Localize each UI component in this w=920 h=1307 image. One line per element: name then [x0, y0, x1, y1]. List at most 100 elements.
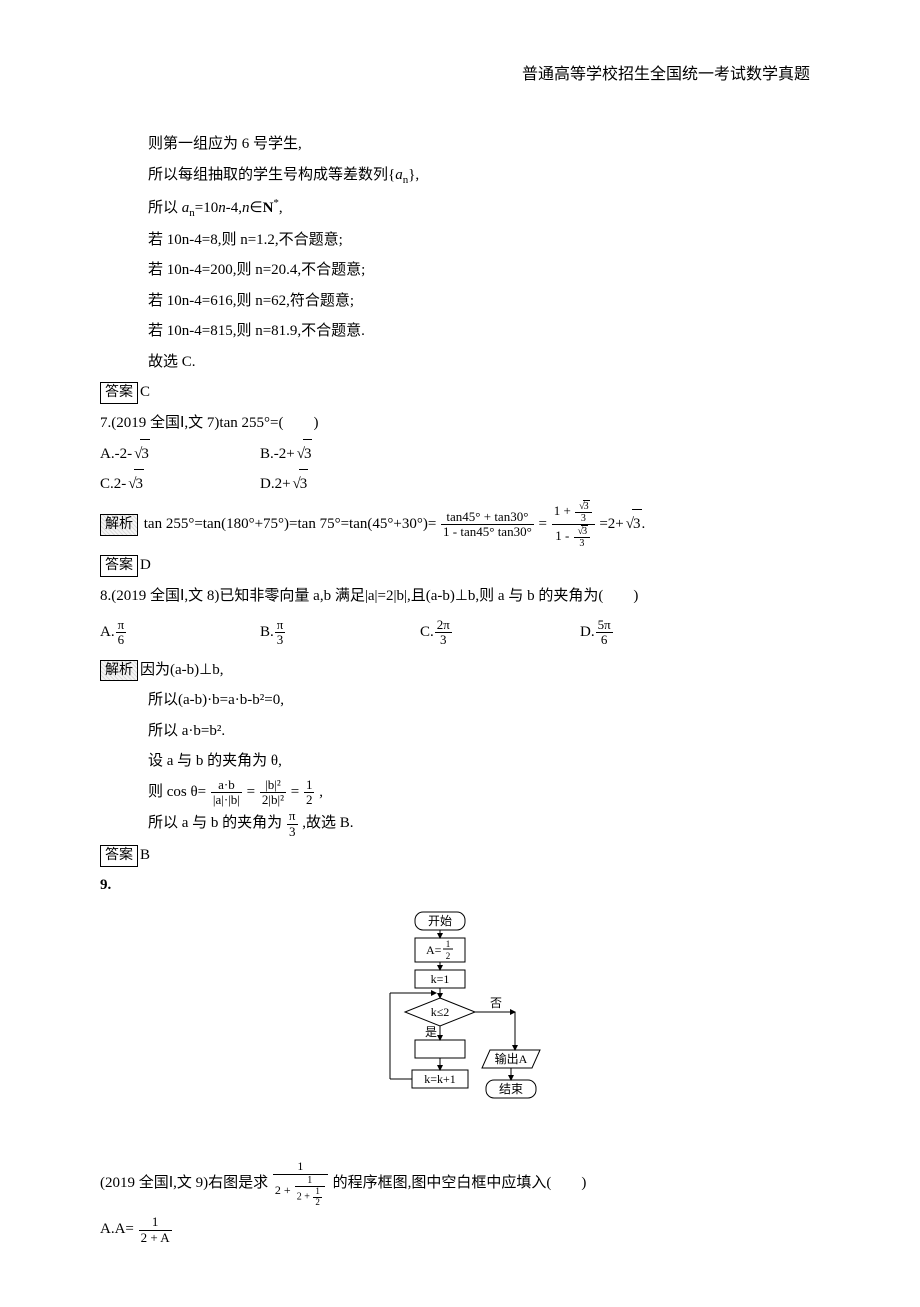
text: , [279, 200, 283, 216]
numerator: 2π [435, 618, 452, 633]
q8-option-b: B.π3 [260, 618, 420, 648]
fc-kinc: k=k+1 [424, 1072, 456, 1086]
text: B.-2+ [260, 446, 295, 462]
numerator: π [287, 809, 298, 824]
text: 所以每组抽取的学生号构成等差数列{ [148, 167, 395, 183]
sqrt: 3 [295, 439, 313, 469]
text: 2 + [297, 1191, 313, 1202]
text: = [247, 784, 259, 800]
q6-sol-line-6: 若 10n-4=616,则 n=62,符合题意; [100, 287, 820, 316]
q7-stem: 7.(2019 全国Ⅰ,文 7)tan 255°=( ) [100, 409, 820, 438]
radicand: 3 [632, 509, 642, 539]
q8-answer: B [140, 847, 150, 863]
denominator: 2 [304, 793, 315, 807]
q6-sol-line-3: 所以 an=10n-4,n∈N*, [100, 193, 820, 224]
q8-options: A.π6 B.π3 C.2π3 D.5π6 [100, 618, 820, 648]
denominator: 1 - tan45° tan30° [441, 525, 534, 539]
q6-sol-line-7: 若 10n-4=815,则 n=81.9,不合题意. [100, 317, 820, 346]
var-a: a [395, 167, 403, 183]
answer-label-box: 答案 [100, 555, 138, 577]
denominator: 2 + A [139, 1231, 172, 1245]
q7-option-d: D.2+ 3 [260, 469, 420, 499]
numerator: 1 [273, 1160, 328, 1174]
text: 因为(a-b)⊥b, [140, 662, 223, 678]
denominator: 2 + 1 2 + 1 2 [273, 1175, 328, 1208]
text: D.2+ [260, 476, 291, 492]
q8-sol-line-2: 所以(a-b)·b=a·b-b²=0, [100, 686, 820, 715]
radicand: 3 [303, 439, 313, 469]
q6-sol-line-5: 若 10n-4=200,则 n=20.4,不合题意; [100, 256, 820, 285]
denominator: 3 [435, 633, 452, 647]
fraction: 1 2 [313, 1187, 322, 1208]
sqrt: 3 [126, 469, 144, 499]
denominator: 3 [574, 538, 591, 549]
q7-solution: 解析 tan 255°=tan(180°+75°)=tan 75°=tan(45… [100, 500, 820, 549]
numerator: 3 [575, 500, 592, 513]
fc-no-label: 否 [490, 996, 502, 1010]
fraction: |b|²2|b|² [260, 778, 286, 808]
radicand: 3 [299, 469, 309, 499]
q6-sol-line-8: 故选 C. [100, 348, 820, 377]
fraction: π3 [287, 809, 298, 839]
numerator: 1 [139, 1215, 172, 1230]
text: 所以 a 与 b 的夹角为 [148, 816, 282, 832]
fraction: 1 + 33 1 - 33 [552, 500, 595, 549]
label: A.A= [100, 1222, 134, 1238]
text: tan 255°=tan(180°+75°)=tan 75°=tan(45°+3… [144, 516, 437, 532]
fraction: π6 [116, 618, 127, 648]
fc-ainit-lhs: A= [426, 943, 442, 957]
fraction: π3 [275, 618, 286, 648]
fraction: tan45° + tan30° 1 - tan45° tan30° [441, 510, 534, 540]
answer-label-box: 答案 [100, 845, 138, 867]
denominator: |a|·|b| [211, 793, 242, 807]
text: , [319, 784, 323, 800]
text: 9. [100, 877, 111, 893]
q7-answer-line: 答案D [100, 551, 820, 580]
denominator: 1 - 33 [552, 525, 595, 549]
denominator: 6 [116, 633, 127, 647]
q7-options-row1: A.-2- 3 B.-2+ 3 [100, 439, 820, 469]
denominator: 3 [287, 825, 298, 839]
text: = [291, 784, 303, 800]
text: A.-2- [100, 446, 132, 462]
text: 1 - [555, 528, 572, 543]
fc-output: 输出A [495, 1051, 528, 1066]
q6-sol-line-4: 若 10n-4=8,则 n=1.2,不合题意; [100, 226, 820, 255]
sqrt: 3 [291, 469, 309, 499]
q8-sol-line-4: 设 a 与 b 的夹角为 θ, [100, 747, 820, 776]
numerator: tan45° + tan30° [441, 510, 534, 525]
text: =2+ [599, 516, 623, 532]
text: 则 cos θ= [148, 784, 206, 800]
radicand: 3 [140, 439, 150, 469]
denominator: 2|b|² [260, 793, 286, 807]
text: 所以 [148, 200, 182, 216]
flowchart-svg: 开始 A= 1 2 k=1 k≤2 否 是 输出A k=k+1 结束 [360, 910, 560, 1140]
solution-label-box: 解析 [100, 514, 138, 536]
denominator: 3 [575, 513, 592, 524]
q6-sol-line-2: 所以每组抽取的学生号构成等差数列{an}, [100, 161, 820, 191]
text: -4, [226, 200, 242, 216]
numerator: π [275, 618, 286, 633]
var-n: n [218, 200, 226, 216]
fc-ainit-num: 1 [446, 939, 451, 949]
q9-flowchart: 开始 A= 1 2 k=1 k≤2 否 是 输出A k=k+1 结束 [100, 910, 820, 1151]
fc-kinit: k=1 [431, 972, 450, 986]
sqrt: 3 [576, 525, 589, 537]
q9-option-a: A.A= 1 2 + A [100, 1215, 820, 1245]
denominator: 2 [313, 1198, 322, 1208]
q8-sol-line-3: 所以 a·b=b². [100, 717, 820, 746]
fc-ainit-den: 2 [446, 951, 451, 961]
q8-sol-line-6: 所以 a 与 b 的夹角为 π3 ,故选 B. [100, 809, 820, 839]
q8-sol-line-5: 则 cos θ= a·b|a|·|b| = |b|²2|b|² = 12 , [100, 778, 820, 808]
sqrt: 3 [624, 509, 642, 539]
text: ∈ [249, 200, 262, 216]
numerator: a·b [211, 778, 242, 793]
q7-option-b: B.-2+ 3 [260, 439, 420, 469]
sqrt: 3 [577, 500, 590, 512]
denominator: 3 [275, 633, 286, 647]
q7-option-a: A.-2- 3 [100, 439, 260, 469]
page-header: 普通高等学校招生全国统一考试数学真题 [100, 60, 820, 90]
text: (2019 全国Ⅰ,文 9)右图是求 [100, 1175, 268, 1191]
denominator: 2 + 1 2 [295, 1187, 325, 1208]
fc-cond: k≤2 [431, 1005, 450, 1019]
